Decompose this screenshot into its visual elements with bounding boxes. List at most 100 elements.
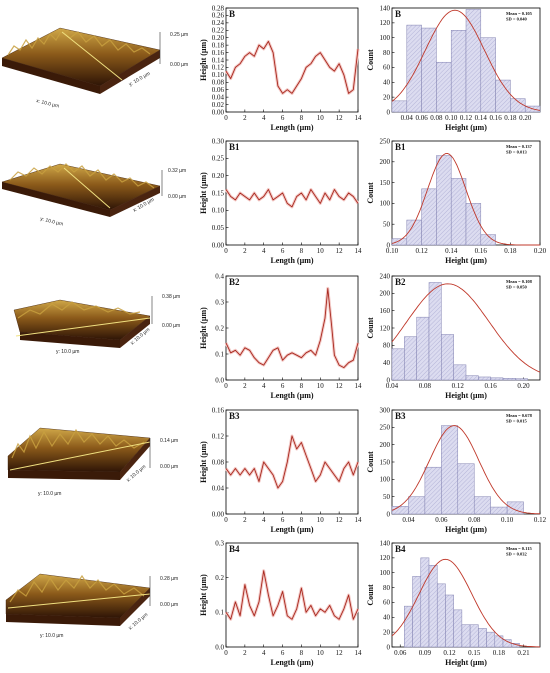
gaussian-fit-curve [391, 153, 540, 246]
histogram-bar [480, 37, 496, 113]
mean-text: Mean = 0.115 [506, 546, 532, 551]
histogram-bar [490, 377, 504, 381]
y-tick-label: 100 [380, 569, 391, 577]
histogram-bar [421, 188, 437, 246]
y-tick-label: 0.00 [212, 510, 225, 518]
afm-z-top-label: 0.38 µm [162, 294, 180, 300]
x-tick-label: 8 [300, 114, 304, 122]
x-tick-label: 0.06 [415, 114, 428, 122]
profile-line [225, 435, 359, 489]
x-tick-label: 0.12 [460, 114, 473, 122]
histogram-bar [478, 376, 491, 381]
histogram-bar [445, 594, 454, 648]
histogram-bar [473, 496, 491, 515]
x-tick-label: 0 [224, 247, 228, 255]
x-tick-label: 12 [336, 382, 344, 390]
afm-scan-line [61, 31, 123, 81]
y-tick-label: 0.2 [215, 574, 224, 582]
x-tick-label: 0.20 [534, 247, 547, 255]
x-tick-label: 4 [262, 649, 266, 657]
y-tick-label: 0.12 [212, 432, 225, 440]
histogram-B3: 0 50 100 150 200 250 300 0.04 0.06 0.08 0.10 0.12 He… [366, 406, 547, 534]
x-tick-label: 0.18 [504, 247, 517, 255]
histogram-bar [391, 100, 408, 113]
y-tick-label: 120 [380, 324, 391, 332]
plot-frame [225, 7, 359, 113]
y-tick-label: 0.12 [212, 64, 225, 72]
histogram-bar [465, 203, 482, 246]
y-tick-label: 150 [380, 179, 391, 187]
histogram-B2: 0 40 80 120 160 200 240 0.04 0.08 0.12 0.16 0.20 Hei… [366, 272, 541, 400]
histogram-B1: 0 50 100 150 200 250 0.10 0.12 0.14 0.16 0.18 0.20 H… [366, 137, 547, 265]
afm-scan-line [63, 167, 111, 209]
afm-z-top-label: 0.32 µm [168, 168, 186, 174]
panel-label: B1 [395, 142, 406, 152]
afm-surface-side [120, 316, 150, 348]
y-axis-label: Height (µm) [199, 39, 208, 81]
x-tick-label: 0.12 [415, 247, 428, 255]
x-tick-label: 0.04 [401, 114, 414, 122]
histogram-bar [412, 576, 422, 648]
afm-scan-line [7, 593, 151, 609]
y-tick-label: 0.0 [215, 376, 224, 384]
x-tick-label: 0 [224, 516, 228, 524]
histogram-bar [478, 628, 487, 648]
afm-surface-front [2, 58, 100, 94]
y-tick-label: 0.0 [215, 643, 224, 651]
histogram-bar [450, 178, 467, 246]
x-tick-label: 4 [262, 114, 266, 122]
histogram-bar [436, 155, 452, 246]
afm-z-top-label: 0.25 µm [170, 32, 188, 38]
plot-frame [225, 542, 359, 648]
afm-z-zero-label: 0.00 µm [162, 323, 180, 329]
y-tick-label: 0.20 [212, 34, 225, 42]
x-tick-label: 6 [281, 649, 285, 657]
panel-label: B1 [229, 142, 240, 152]
y-tick-label: 150 [380, 458, 391, 466]
x-tick-label: 0.08 [468, 516, 481, 524]
x-tick-label: 0.15 [468, 649, 481, 657]
histogram-bar [391, 506, 409, 515]
x-tick-label: 0.20 [519, 114, 532, 122]
x-tick-label: 0.16 [475, 247, 488, 255]
y-tick-label: 0.04 [212, 93, 225, 101]
y-tick-label: 0.30 [212, 137, 225, 145]
y-axis-label: Height (µm) [199, 307, 208, 349]
y-tick-label: 40 [383, 359, 391, 367]
afm-surface-front [2, 182, 110, 217]
afm-surface-B2: 0.38 µm 0.00 µm y: 10.0 µm x: 10.0 µm [13, 294, 180, 355]
mean-text: Mean = 0.678 [506, 413, 533, 418]
x-tick-label: 6 [281, 247, 285, 255]
profile-B2: 0.0 0.1 0.2 0.3 0.4 0 2 4 6 8 10 12 14 Length (µm) Hei… [199, 272, 362, 400]
sd-text: SD = 0.015 [506, 419, 527, 424]
histogram-bar [391, 348, 405, 381]
y-tick-label: 160 [380, 307, 391, 315]
histogram-B4: 0 20 40 60 80 100 120 140 0.06 0.09 0.12 0.15 0.18 0.… [366, 539, 541, 667]
y-tick-label: 120 [380, 19, 391, 27]
y-axis-label: Count [366, 49, 375, 71]
y-tick-label: 0.3 [215, 298, 224, 306]
afm-surface-front [6, 614, 120, 626]
profile-line [225, 287, 359, 369]
x-axis-label: Length (µm) [270, 123, 313, 132]
x-tick-label: 8 [300, 649, 304, 657]
gaussian-fit-curve [391, 9, 541, 111]
panel-label: B2 [229, 277, 240, 287]
histogram-bar [480, 234, 496, 246]
y-tick-label: 100 [380, 200, 391, 208]
mean-text: Mean = 0.137 [506, 144, 533, 149]
histogram-bar [515, 378, 528, 381]
x-axis-label: Height (µm) [445, 256, 487, 265]
y-tick-label: 0.08 [212, 458, 225, 466]
y-axis-label: Count [366, 451, 375, 473]
histogram-bar [428, 565, 438, 648]
x-tick-label: 0 [224, 382, 228, 390]
afm-axis-a-label: x: 10.0 µm [36, 98, 60, 109]
y-tick-label: 250 [380, 424, 391, 432]
x-tick-label: 0.10 [501, 516, 514, 524]
panel-label: B2 [395, 277, 406, 287]
afm-scan-line [15, 317, 151, 337]
x-tick-label: 12 [336, 516, 344, 524]
histogram-bar [495, 79, 511, 113]
